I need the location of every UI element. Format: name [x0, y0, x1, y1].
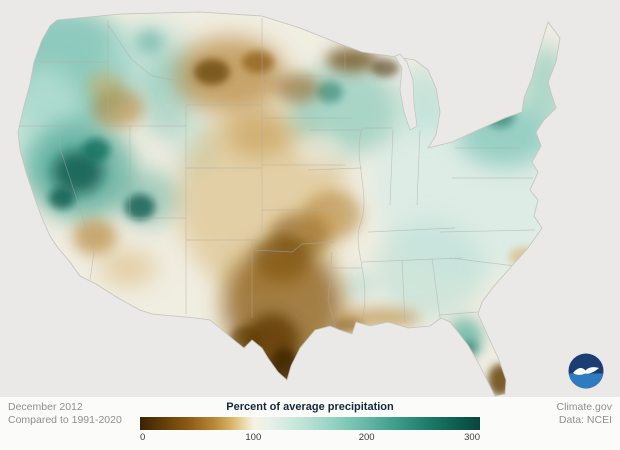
attribution-left: December 2012 Compared to 1991-2020	[8, 401, 122, 427]
us-outline	[17, 11, 561, 397]
attribution-right: Climate.gov Data: NCEI	[557, 401, 612, 427]
legend-tick-200: 200	[358, 432, 375, 443]
map-baseline: Compared to 1991-2020	[8, 414, 122, 426]
state-borders	[20, 18, 536, 331]
data-source: Data: NCEI	[558, 414, 612, 426]
noaa-logo	[567, 352, 605, 390]
legend-tick-300: 300	[464, 432, 480, 443]
lake-michigan	[394, 53, 418, 131]
legend-tick-100: 100	[245, 432, 262, 443]
site-name: Climate.gov	[556, 401, 612, 413]
legend-tick-0: 0	[140, 432, 146, 443]
map-period: December 2012	[8, 401, 83, 413]
legend-gradient-bar	[140, 417, 480, 430]
noaa-emblem-icon	[568, 353, 604, 389]
legend: Percent of average precipitation 0 100 2…	[140, 401, 480, 445]
legend-ticks: 0 100 200 300	[140, 432, 480, 445]
precipitation-layer	[18, 12, 560, 396]
legend-title: Percent of average precipitation	[226, 401, 394, 413]
